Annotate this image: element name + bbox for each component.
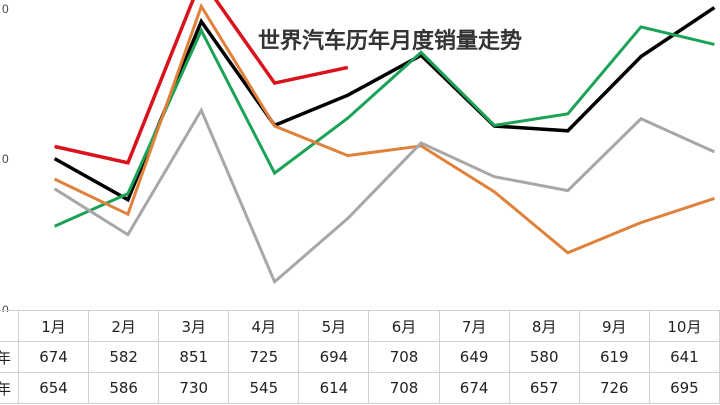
header-corner — [0, 310, 19, 342]
series-line-5 — [53, 106, 716, 285]
table-cell: 674 — [17, 341, 90, 373]
table-cell: 586 — [88, 372, 160, 404]
table-cell: 695 — [648, 372, 720, 404]
category-label: 6月 — [368, 310, 440, 342]
y-tick-label: 0 — [2, 303, 9, 312]
table-cell: 582 — [88, 341, 160, 373]
table-cell: 619 — [578, 341, 650, 373]
table-row: 年 674 582 851 725 694 708 649 580 619 64… — [0, 341, 720, 373]
data-table: 1月 2月 3月 4月 5月 6月 7月 8月 9月 10月 年 674 582… — [0, 310, 720, 404]
y-tick-label: 0 — [2, 152, 9, 166]
table-cell: 726 — [578, 372, 650, 404]
table-cell: 654 — [17, 372, 90, 404]
category-label: 2月 — [88, 310, 160, 342]
table-row: 年 654 586 730 545 614 708 674 657 726 69… — [0, 372, 720, 404]
line-chart: 0 0 0 世界汽车历年月度销量走势 — [2, 0, 716, 312]
table-cell: 649 — [438, 341, 510, 373]
series-line-1 — [54, 0, 349, 165]
series-lines — [53, 0, 716, 285]
table-cell: 708 — [368, 372, 440, 404]
chart-title: 世界汽车历年月度销量走势 — [258, 28, 522, 54]
table-cell: 694 — [298, 341, 370, 373]
table-cell: 641 — [648, 341, 720, 373]
table-cell: 708 — [368, 341, 440, 373]
category-label: 9月 — [578, 310, 650, 342]
table-cell: 580 — [508, 341, 580, 373]
category-label: 7月 — [438, 310, 510, 342]
row-label: 年 — [0, 341, 19, 373]
table-cell: 657 — [508, 372, 580, 404]
table-cell: 725 — [228, 341, 300, 373]
series-line-3 — [53, 25, 715, 228]
header-row: 1月 2月 3月 4月 5月 6月 7月 8月 9月 10月 — [0, 310, 720, 342]
table-cell: 614 — [298, 372, 370, 404]
row-label: 年 — [0, 372, 19, 404]
table-cell: 730 — [158, 372, 230, 404]
category-label: 5月 — [298, 310, 370, 342]
table-cell: 851 — [158, 341, 230, 373]
y-tick-label: 0 — [2, 2, 9, 16]
category-label: 8月 — [508, 310, 580, 342]
category-label: 4月 — [228, 310, 300, 342]
table-cell: 545 — [228, 372, 300, 404]
category-label: 10月 — [648, 310, 720, 342]
table-cell: 674 — [438, 372, 510, 404]
category-label: 1月 — [17, 310, 90, 342]
series-line-4 — [53, 2, 715, 255]
category-label: 3月 — [158, 310, 230, 342]
